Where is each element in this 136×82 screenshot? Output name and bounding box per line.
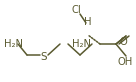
Text: S: S	[41, 52, 47, 62]
Text: H₂N: H₂N	[4, 39, 23, 49]
Text: Cl: Cl	[72, 5, 82, 15]
Text: H: H	[84, 17, 92, 27]
Text: O: O	[120, 37, 128, 47]
Text: OH: OH	[117, 57, 132, 67]
Text: H₂N: H₂N	[72, 39, 91, 49]
